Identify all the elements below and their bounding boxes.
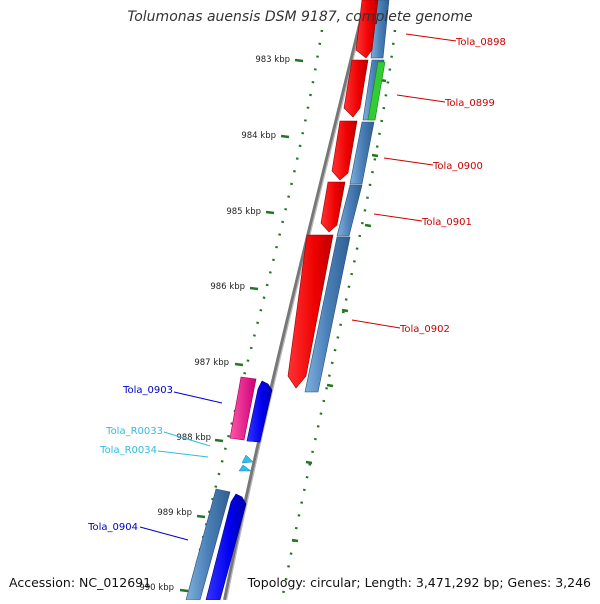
ruler-label-984: 984 kbp [241, 131, 276, 141]
gene-label-0904[interactable]: Tola_0904 [87, 522, 138, 533]
ruler-label-987: 987 kbp [194, 358, 229, 368]
ruler-label-990: 990 kbp [139, 583, 174, 593]
gene-labels: Tola_0898 Tola_0899 Tola_0900 Tola_0901 … [87, 37, 506, 533]
gene-label-0902[interactable]: Tola_0902 [399, 324, 450, 335]
gene-label-R0034[interactable]: Tola_R0034 [99, 445, 157, 456]
gene-label-0899[interactable]: Tola_0899 [444, 98, 495, 109]
gene-label-0901[interactable]: Tola_0901 [421, 217, 472, 228]
gene-group-left [185, 376, 273, 601]
cds-forward-arrows [287, 0, 379, 389]
gene-label-R0033[interactable]: Tola_R0033 [105, 426, 163, 437]
ruler-label-983: 983 kbp [255, 55, 290, 65]
rna-arrow-2 [238, 464, 252, 472]
label-leaders [139, 33, 457, 541]
genome-stats: Topology: circular; Length: 3,471,292 bp… [247, 575, 591, 590]
ruler-label-986: 986 kbp [210, 282, 245, 292]
gene-label-0898[interactable]: Tola_0898 [455, 37, 506, 48]
ruler-label-985: 985 kbp [226, 207, 261, 217]
ruler-label-988: 988 kbp [176, 433, 211, 443]
accession-label: Accession: NC_012691 [9, 575, 152, 590]
gene-label-0903[interactable]: Tola_0903 [122, 385, 173, 396]
pseudogene-bar [367, 61, 386, 121]
ruler-track-inner [280, 29, 397, 601]
genome-title: Tolumonas auensis DSM 9187, complete gen… [127, 9, 473, 25]
cds-reverse-0903 [246, 380, 273, 443]
ruler-labels: 983 kbp 984 kbp 985 kbp 986 kbp 987 kbp … [139, 55, 290, 593]
rna-arrow-1 [241, 454, 254, 464]
ruler-label-989: 989 kbp [157, 508, 192, 518]
gene-label-0900[interactable]: Tola_0900 [432, 161, 483, 172]
trna-pink-bar [229, 376, 257, 441]
ruler-ticks [179, 58, 387, 593]
